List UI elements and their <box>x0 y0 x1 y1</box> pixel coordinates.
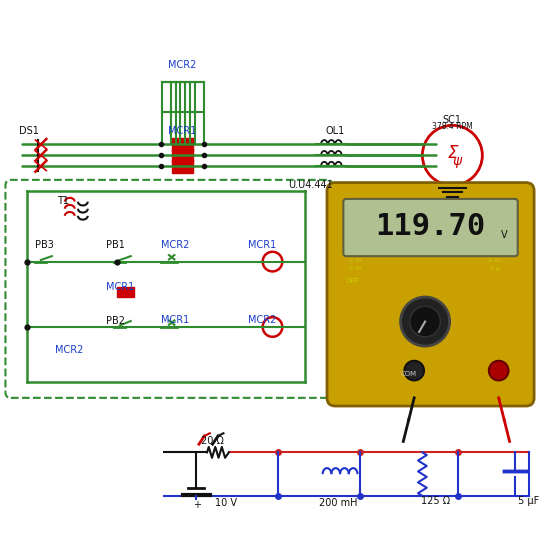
Text: U.U4.441: U.U4.441 <box>288 180 333 190</box>
Text: DS1: DS1 <box>19 125 39 136</box>
FancyBboxPatch shape <box>327 183 534 406</box>
Text: COM: COM <box>401 371 417 377</box>
Circle shape <box>410 306 440 337</box>
Bar <box>180 82 195 112</box>
Text: A μ: A μ <box>490 266 501 271</box>
Bar <box>117 287 134 297</box>
Text: 200 mH: 200 mH <box>319 498 357 508</box>
Text: PB2: PB2 <box>106 316 125 326</box>
Text: +: + <box>193 500 202 510</box>
Text: ψ: ψ <box>452 154 461 168</box>
Text: 5 μF: 5 μF <box>518 496 539 506</box>
Circle shape <box>404 361 424 380</box>
Text: MCR2: MCR2 <box>54 345 83 355</box>
Circle shape <box>401 297 450 346</box>
Text: 10 V: 10 V <box>215 498 237 508</box>
Bar <box>190 82 204 112</box>
Text: PB1: PB1 <box>106 240 125 250</box>
Bar <box>172 138 193 151</box>
Text: PB3: PB3 <box>35 240 55 250</box>
Text: MCR1: MCR1 <box>248 240 276 250</box>
Text: A m: A m <box>488 258 500 263</box>
Text: T1: T1 <box>57 196 69 207</box>
Text: V: V <box>501 231 507 240</box>
Bar <box>172 149 193 162</box>
Text: Σ: Σ <box>447 143 458 162</box>
Bar <box>162 82 176 112</box>
Text: 119.70: 119.70 <box>376 211 486 241</box>
Text: MCR2: MCR2 <box>248 314 276 325</box>
Text: MCR1: MCR1 <box>168 125 197 136</box>
Text: 378.4 RPM: 378.4 RPM <box>432 122 473 131</box>
Text: V m: V m <box>349 258 361 263</box>
Circle shape <box>489 361 508 380</box>
Text: 125 Ω: 125 Ω <box>421 496 451 506</box>
Text: OL1: OL1 <box>325 125 345 136</box>
Text: SC1: SC1 <box>443 114 462 125</box>
Text: MCR2: MCR2 <box>161 240 189 250</box>
Text: MCR1: MCR1 <box>161 314 189 325</box>
Text: OFF: OFF <box>346 278 360 284</box>
Text: 20 Ω: 20 Ω <box>201 436 224 446</box>
Text: V m: V m <box>349 266 361 271</box>
Text: MCR1: MCR1 <box>106 282 135 292</box>
FancyBboxPatch shape <box>343 199 518 256</box>
Bar <box>171 82 185 112</box>
Text: MCR2: MCR2 <box>168 60 197 70</box>
Bar <box>172 160 193 173</box>
